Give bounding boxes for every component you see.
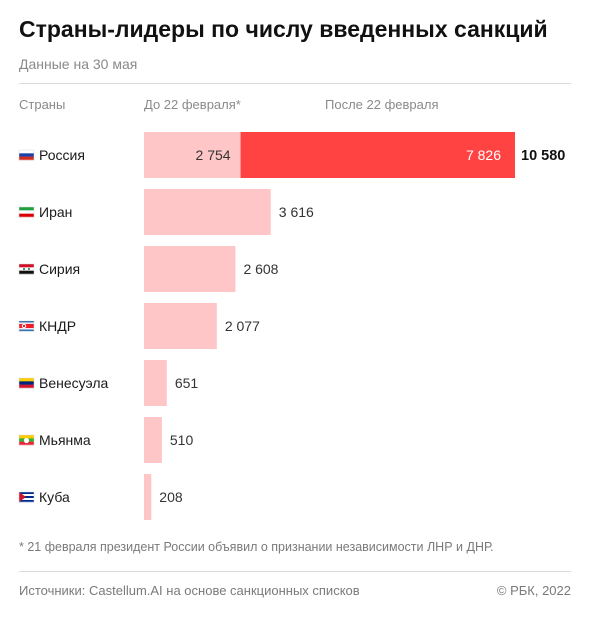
flag-stripe	[19, 153, 34, 157]
country-label: Куба	[39, 489, 70, 505]
flag-stripe	[19, 384, 34, 389]
column-header-before: До 22 февраля*	[144, 97, 241, 112]
flag-stripe	[19, 441, 34, 446]
bar-before-feb22	[144, 474, 152, 520]
flag-border	[18, 206, 35, 218]
flag-stripe	[19, 494, 34, 497]
flag-border	[18, 434, 35, 446]
country-label: Венесуэла	[39, 375, 108, 391]
column-header-after: После 22 февраля	[325, 97, 439, 112]
source-note: Источники: Castellum.AI на основе санкци…	[19, 583, 360, 598]
data-label-after: 7 826	[466, 147, 501, 163]
flag-stripe	[19, 264, 34, 268]
flag-stripe	[19, 325, 34, 327]
flag-star	[23, 268, 25, 270]
bar-before-feb22	[144, 360, 167, 406]
header-divider	[19, 83, 571, 84]
data-label-before: 2 754	[196, 147, 231, 163]
flag-stripe	[19, 207, 34, 211]
flag-stripe	[19, 326, 34, 329]
flag-stripe	[19, 321, 34, 323]
chart-subtitle: Данные на 30 мая	[19, 56, 138, 72]
flag-border	[18, 377, 35, 389]
flag-venezuela-icon	[18, 377, 35, 389]
bar-row: Куба 208	[18, 474, 183, 520]
flag-stripe	[19, 329, 34, 332]
footer-divider	[19, 571, 571, 572]
data-label-before: 510	[170, 432, 194, 448]
bar-row: Сирия 2 608	[18, 246, 279, 292]
flag-russia-icon	[18, 149, 35, 161]
flag-star	[23, 437, 30, 444]
bar-row: КНДР 2 077	[18, 303, 260, 349]
country-label: Россия	[39, 147, 85, 163]
flag-stripe	[19, 323, 34, 326]
bar-row: Россия 2 754 7 826 10 580	[18, 132, 565, 178]
column-header-countries: Страны	[19, 97, 66, 112]
flag-north-korea-icon	[18, 320, 35, 332]
bar-before-feb22	[144, 246, 236, 292]
flag-stripe	[19, 150, 34, 154]
country-label: Мьянма	[39, 432, 91, 448]
copyright: © РБК, 2022	[496, 583, 571, 598]
bar-before-feb22	[144, 303, 217, 349]
data-label-before: 208	[159, 489, 183, 505]
flag-star	[28, 268, 30, 270]
flag-stripe	[19, 378, 34, 382]
data-label-before: 2 077	[225, 318, 260, 334]
bar-row: Венесуэла 651	[18, 360, 199, 406]
flag-stripe	[19, 210, 34, 214]
flag-stripe	[19, 270, 34, 275]
bar-row: Мьянма 510	[18, 417, 194, 463]
flag-border	[18, 263, 35, 275]
bar-after-feb22	[240, 132, 515, 178]
flag-border	[18, 320, 35, 332]
data-label-before: 3 616	[279, 204, 314, 220]
chart-title: Страны-лидеры по числу введенных санкций	[19, 16, 548, 42]
bar-row: Иран 3 616	[18, 189, 314, 235]
bar-before-feb22	[144, 132, 241, 178]
flag-triangle	[19, 492, 26, 502]
flag-stripe	[19, 435, 34, 439]
flag-iran-icon	[18, 206, 35, 218]
flag-stripe	[19, 328, 34, 330]
country-label: Сирия	[39, 261, 80, 277]
bar-before-feb22	[144, 417, 162, 463]
flag-star	[22, 324, 26, 328]
flag-cuba-icon	[18, 491, 35, 503]
footnote: * 21 февраля президент России объявил о …	[19, 540, 494, 554]
flag-stripe	[19, 492, 34, 495]
flag-stripe	[19, 213, 34, 218]
flag-stripe	[19, 496, 34, 499]
bar-before-feb22	[144, 189, 271, 235]
flag-border	[18, 491, 35, 503]
flag-stripe	[19, 498, 34, 501]
data-label-total: 10 580	[521, 148, 565, 164]
flag-stripe	[19, 322, 34, 325]
flag-stripe	[19, 381, 34, 385]
country-label: Иран	[39, 204, 72, 220]
flag-syria-icon	[18, 263, 35, 275]
data-label-before: 651	[175, 375, 199, 391]
flag-myanmar-icon	[18, 434, 35, 446]
flag-stripe	[19, 156, 34, 161]
country-label: КНДР	[39, 318, 76, 334]
data-label-before: 2 608	[243, 261, 278, 277]
flag-stripe	[19, 500, 34, 503]
stacked-bar-chart: Россия 2 754 7 826 10 580 Иран 3 616 Сирия 2 60…	[18, 132, 565, 520]
flag-stripe	[19, 267, 34, 271]
flag-border	[18, 149, 35, 161]
